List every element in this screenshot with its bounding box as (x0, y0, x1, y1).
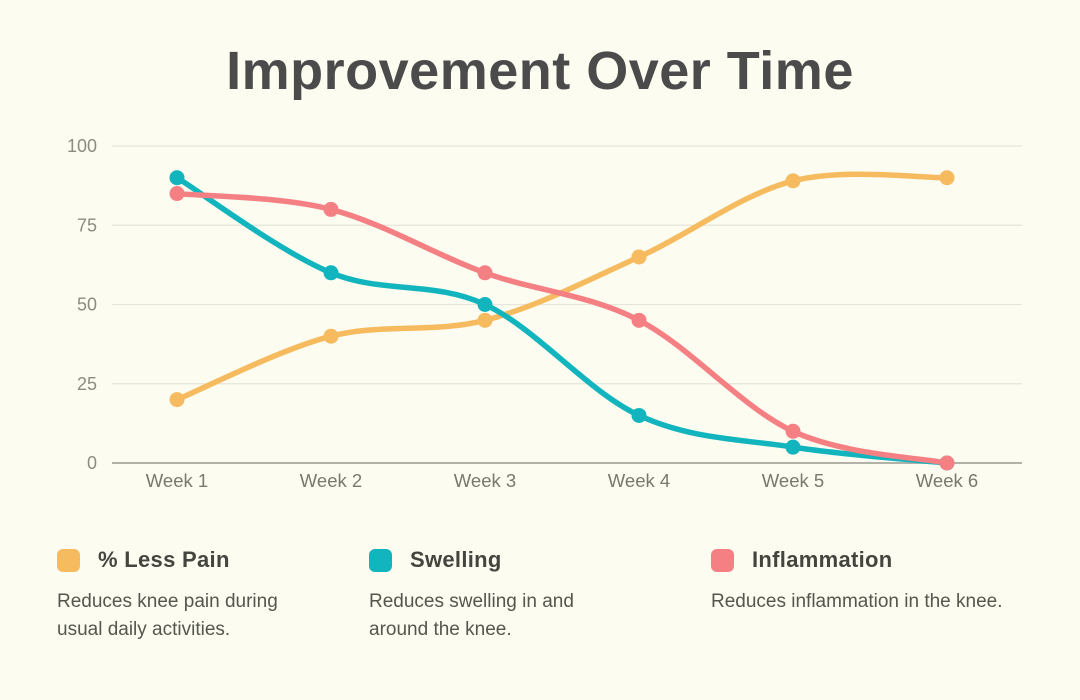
legend-item-inflammation: Inflammation Reduces inflammation in the… (711, 547, 1013, 616)
legend-header: Swelling (369, 547, 617, 573)
data-point-swelling (169, 170, 185, 186)
legend-header: % Less Pain (57, 547, 315, 573)
data-point-swelling (631, 407, 647, 423)
legend-description-inflammation: Reduces inflammation in the knee. (711, 591, 1003, 612)
data-point-swelling (477, 297, 493, 312)
data-point-swelling (785, 439, 801, 455)
y-tick-label: 75 (77, 215, 97, 235)
inflammation-swatch-icon (711, 548, 734, 572)
data-point-less-pain (785, 173, 801, 189)
series-line-swelling (174, 174, 950, 466)
y-tick-label: 25 (77, 374, 97, 394)
legend-description-less-pain: Reduces knee pain during usual daily act… (57, 591, 278, 640)
data-point-less-pain (939, 170, 955, 186)
line-chart: 0 25 50 75 100 Week 1 Week 2 Week 3 Week 4 Week 5… (0, 125, 1080, 510)
x-tick-label: Week 2 (300, 470, 362, 491)
data-point-swelling (323, 265, 339, 281)
data-point-less-pain (477, 312, 493, 328)
legend-label-less-pain: % Less Pain (98, 547, 230, 572)
data-point-less-pain (631, 249, 647, 265)
x-tick-label: Week 4 (608, 470, 670, 491)
line-chart-svg: 0 25 50 75 100 Week 1 Week 2 Week 3 Week 4 Week 5… (67, 136, 1022, 491)
y-tick-label: 50 (77, 295, 97, 315)
series-line-less-pain (174, 171, 950, 403)
data-point-inflammation (939, 455, 955, 471)
x-tick-label: Week 5 (762, 470, 824, 491)
legend-item-swelling: Swelling Reduces swelling in and around … (369, 547, 617, 644)
y-tick-label: 0 (87, 453, 97, 473)
less-pain-swatch-icon (57, 548, 80, 572)
data-point-inflammation (169, 186, 185, 202)
data-point-less-pain (323, 328, 339, 344)
data-point-inflammation (323, 201, 339, 217)
legend-label-inflammation: Inflammation (752, 547, 893, 572)
x-tick-label: Week 3 (454, 470, 516, 491)
legend-header: Inflammation (711, 547, 1013, 573)
y-tick-label: 100 (67, 136, 97, 156)
data-point-inflammation (631, 312, 647, 328)
x-tick-label: Week 6 (916, 470, 978, 491)
data-point-less-pain (169, 392, 185, 408)
swelling-swatch-icon (369, 548, 392, 572)
chart-title: Improvement Over Time (226, 41, 854, 101)
legend-description-swelling: Reduces swelling in and around the knee. (369, 591, 574, 640)
data-point-inflammation (477, 265, 493, 281)
series-line-inflammation (174, 190, 950, 466)
legend-item-less-pain: % Less Pain Reduces knee pain during usu… (57, 547, 315, 644)
x-tick-label: Week 1 (146, 470, 208, 491)
data-point-inflammation (785, 423, 801, 439)
legend-label-swelling: Swelling (410, 547, 502, 572)
